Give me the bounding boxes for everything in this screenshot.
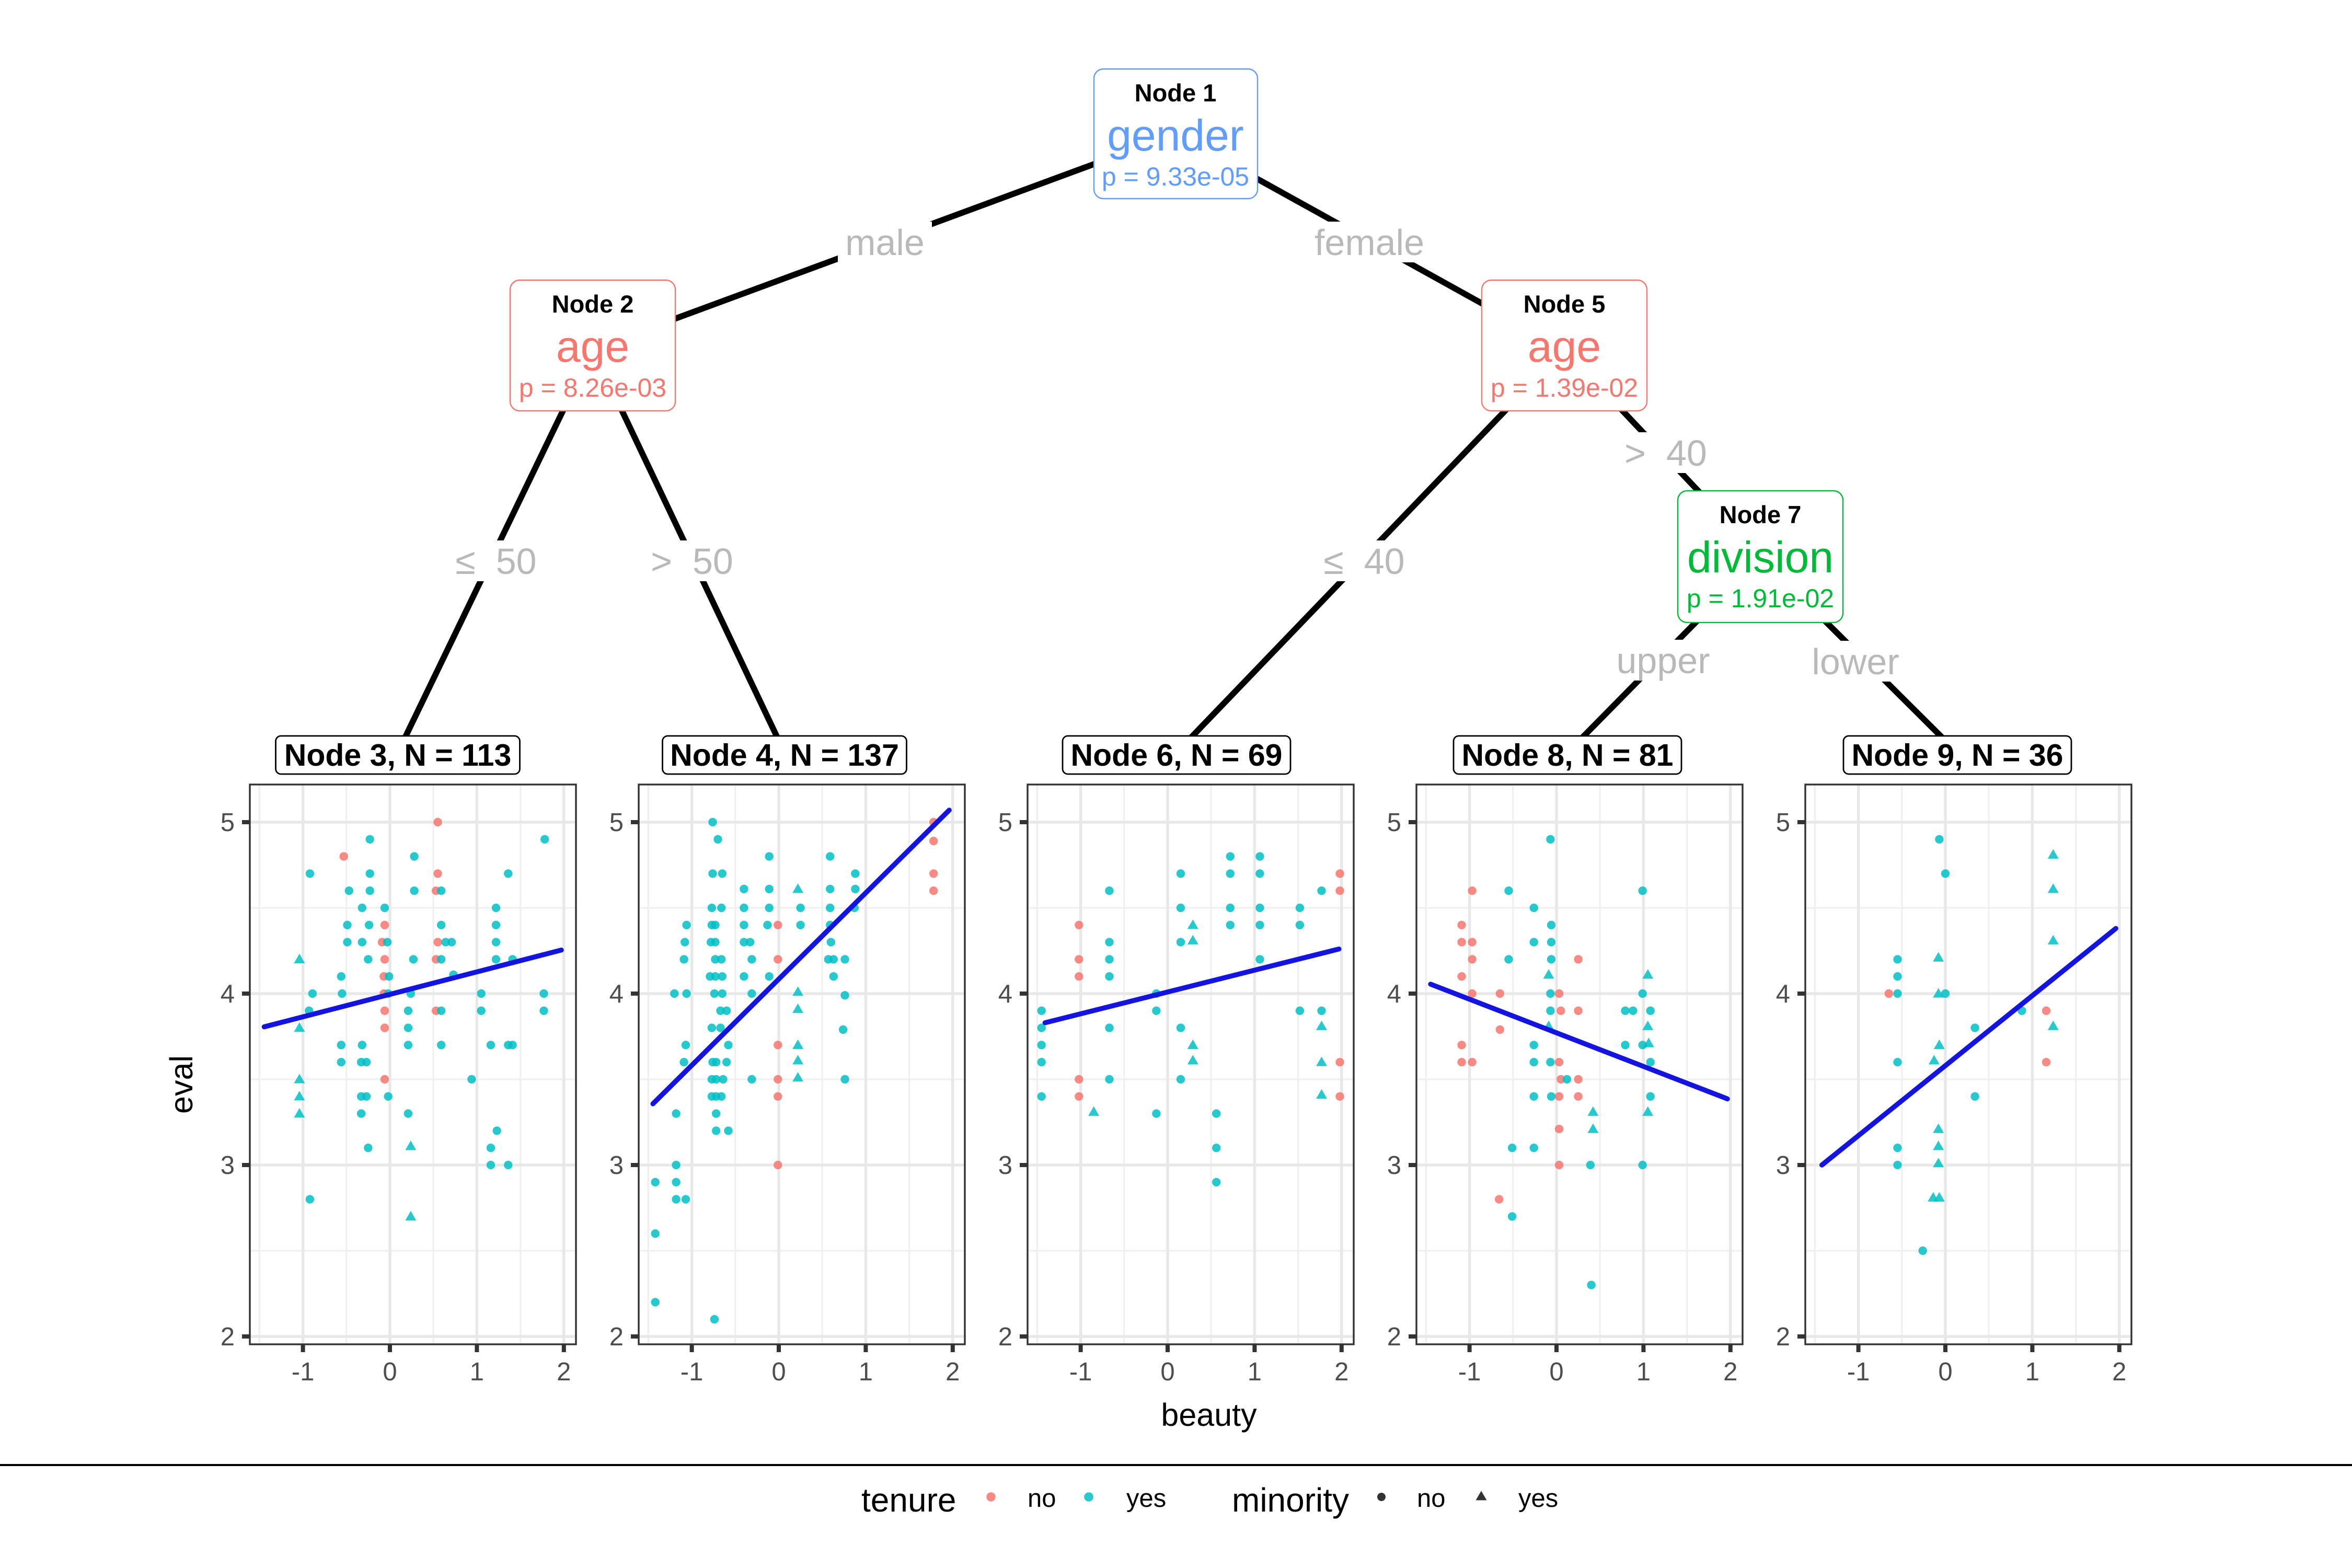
svg-text:3: 3 bbox=[609, 1151, 624, 1180]
svg-text:tenure: tenure bbox=[861, 1481, 956, 1519]
svg-text:1: 1 bbox=[859, 1358, 873, 1386]
svg-text:≤ 40: ≤ 40 bbox=[1323, 541, 1404, 582]
svg-text:no: no bbox=[1028, 1484, 1056, 1513]
svg-text:-1: -1 bbox=[1458, 1358, 1481, 1386]
svg-text:1: 1 bbox=[1248, 1358, 1262, 1386]
svg-text:2: 2 bbox=[1387, 1323, 1401, 1351]
svg-text:-1: -1 bbox=[292, 1358, 315, 1386]
svg-text:age: age bbox=[556, 322, 629, 371]
svg-text:female: female bbox=[1315, 222, 1424, 263]
svg-text:Node 1: Node 1 bbox=[1135, 79, 1217, 107]
svg-text:eval: eval bbox=[164, 1055, 199, 1114]
svg-text:2: 2 bbox=[1776, 1323, 1790, 1351]
svg-text:-1: -1 bbox=[1069, 1358, 1092, 1386]
svg-text:2: 2 bbox=[1723, 1358, 1737, 1386]
svg-text:3: 3 bbox=[998, 1151, 1012, 1180]
svg-text:4: 4 bbox=[1776, 980, 1790, 1008]
svg-text:1: 1 bbox=[470, 1358, 484, 1386]
svg-text:upper: upper bbox=[1616, 640, 1710, 681]
svg-text:beauty: beauty bbox=[1161, 1397, 1257, 1433]
svg-text:gender: gender bbox=[1107, 111, 1244, 160]
svg-text:4: 4 bbox=[998, 980, 1012, 1008]
svg-text:p = 8.26e-03: p = 8.26e-03 bbox=[519, 373, 666, 402]
svg-text:5: 5 bbox=[998, 809, 1012, 837]
svg-text:2: 2 bbox=[1334, 1358, 1348, 1386]
svg-text:Node 3, N = 113: Node 3, N = 113 bbox=[284, 738, 512, 773]
svg-text:division: division bbox=[1687, 533, 1834, 582]
svg-text:5: 5 bbox=[1387, 809, 1401, 837]
svg-text:> 50: > 50 bbox=[651, 541, 733, 582]
svg-text:2: 2 bbox=[2112, 1358, 2126, 1386]
svg-text:yes: yes bbox=[1518, 1484, 1558, 1513]
svg-text:male: male bbox=[845, 222, 925, 263]
svg-text:5: 5 bbox=[1776, 809, 1790, 837]
svg-text:0: 0 bbox=[1938, 1358, 1952, 1386]
svg-text:no: no bbox=[1417, 1484, 1446, 1513]
svg-text:minority: minority bbox=[1232, 1481, 1349, 1519]
svg-text:yes: yes bbox=[1126, 1484, 1166, 1513]
svg-text:Node 7: Node 7 bbox=[1720, 501, 1802, 528]
svg-text:4: 4 bbox=[221, 980, 235, 1008]
svg-text:0: 0 bbox=[1549, 1358, 1563, 1386]
svg-text:Node 2: Node 2 bbox=[552, 290, 634, 318]
svg-text:0: 0 bbox=[1160, 1358, 1174, 1386]
svg-text:1: 1 bbox=[2025, 1358, 2039, 1386]
svg-text:2: 2 bbox=[946, 1358, 960, 1386]
svg-text:age: age bbox=[1528, 322, 1601, 371]
svg-text:p = 1.91e-02: p = 1.91e-02 bbox=[1687, 584, 1834, 613]
svg-text:Node 9, N = 36: Node 9, N = 36 bbox=[1852, 738, 2063, 773]
svg-text:3: 3 bbox=[1387, 1151, 1401, 1180]
svg-text:Node 4, N = 137: Node 4, N = 137 bbox=[670, 738, 899, 773]
svg-text:2: 2 bbox=[557, 1358, 571, 1386]
svg-text:2: 2 bbox=[998, 1323, 1012, 1351]
svg-text:5: 5 bbox=[221, 809, 235, 837]
svg-text:-1: -1 bbox=[1847, 1358, 1870, 1386]
svg-text:lower: lower bbox=[1812, 641, 1899, 682]
svg-text:-1: -1 bbox=[681, 1358, 704, 1386]
svg-text:1: 1 bbox=[1636, 1358, 1651, 1386]
svg-text:3: 3 bbox=[1776, 1151, 1790, 1180]
svg-text:0: 0 bbox=[771, 1358, 786, 1386]
svg-text:Node 5: Node 5 bbox=[1524, 290, 1606, 318]
svg-text:2: 2 bbox=[221, 1323, 235, 1351]
svg-text:0: 0 bbox=[383, 1358, 397, 1386]
svg-text:Node 6, N = 69: Node 6, N = 69 bbox=[1071, 738, 1283, 773]
svg-text:2: 2 bbox=[609, 1323, 624, 1351]
svg-text:> 40: > 40 bbox=[1624, 433, 1707, 474]
svg-text:5: 5 bbox=[609, 809, 624, 837]
svg-text:Node 8, N = 81: Node 8, N = 81 bbox=[1462, 738, 1674, 773]
svg-text:3: 3 bbox=[221, 1151, 235, 1180]
svg-text:4: 4 bbox=[1387, 980, 1401, 1008]
svg-text:p = 1.39e-02: p = 1.39e-02 bbox=[1491, 373, 1638, 402]
svg-text:4: 4 bbox=[609, 980, 624, 1008]
svg-text:p = 9.33e-05: p = 9.33e-05 bbox=[1102, 162, 1249, 191]
svg-text:≤ 50: ≤ 50 bbox=[455, 541, 536, 582]
